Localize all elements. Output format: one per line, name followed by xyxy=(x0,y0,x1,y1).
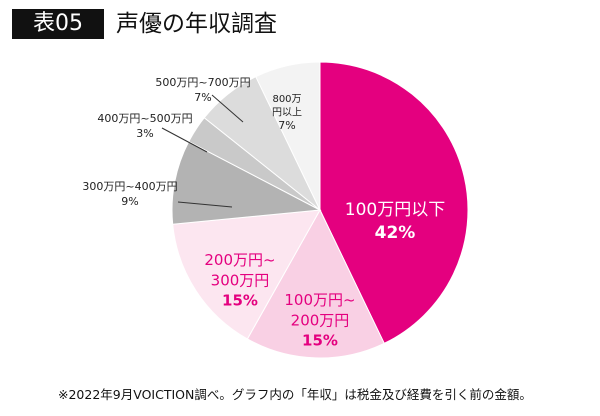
slice-label: 100万円以下 xyxy=(345,200,445,220)
slice-label: 800万円以上 xyxy=(272,94,302,119)
leader-line xyxy=(211,94,244,123)
slice-label: 200万円~ 300万円 xyxy=(204,251,275,289)
figure-number-badge: 表05 xyxy=(12,9,104,39)
pie-slice xyxy=(255,61,321,211)
slice-value-label: 7% xyxy=(278,119,295,132)
slice-value-label: 42% xyxy=(375,223,416,243)
chart-title: 声優の年収調査 xyxy=(116,11,277,37)
slice-label: 500万円~700万円 xyxy=(155,76,250,89)
footnote: ※2022年9月VOICTION調べ。グラフ内の「年収」は税金及び経費を引く前の… xyxy=(58,387,532,402)
slice-label: 400万円~500万円 xyxy=(97,112,192,125)
pie-slice xyxy=(171,140,322,225)
slice-value-label: 9% xyxy=(121,195,138,208)
slice-value-label: 3% xyxy=(136,127,153,140)
leader-line xyxy=(177,201,233,208)
leader-line xyxy=(161,127,208,153)
pie-slice xyxy=(319,61,469,345)
slice-value-label: 15% xyxy=(302,332,338,350)
pie-slice xyxy=(246,208,385,359)
slice-value-label: 7% xyxy=(194,91,211,104)
slice-value-label: 15% xyxy=(222,292,258,310)
slice-label: 300万円~400万円 xyxy=(82,180,177,193)
pie-slice xyxy=(172,209,321,340)
slice-label: 100万円~ 200万円 xyxy=(284,291,355,329)
